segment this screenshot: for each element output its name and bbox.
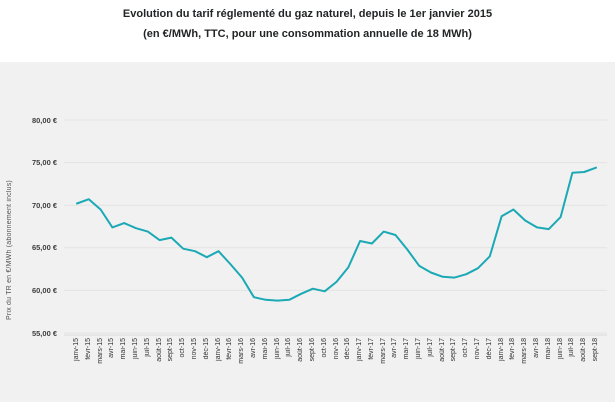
y-tick-label: 80,00 € bbox=[31, 115, 57, 125]
x-tick-label: févr-18 bbox=[509, 338, 517, 360]
x-tick-label: déc-17 bbox=[485, 338, 493, 360]
x-tick-label: août-15 bbox=[155, 338, 163, 362]
x-tick-label: févr-15 bbox=[84, 338, 92, 360]
x-tick-label: juil-17 bbox=[426, 338, 434, 357]
x-tick-label: oct-15 bbox=[179, 338, 187, 358]
chart-title-line2: (en €/MWh, TTC, pour une consommation an… bbox=[143, 28, 472, 40]
x-tick-label: nov-17 bbox=[474, 338, 482, 360]
x-tick-label: déc-15 bbox=[202, 338, 210, 360]
x-tick-label: mars-17 bbox=[379, 338, 387, 364]
x-tick-label: avr-17 bbox=[391, 338, 399, 358]
x-tick-label: mai-18 bbox=[544, 338, 552, 360]
x-tick-label: janv-18 bbox=[497, 338, 505, 361]
x-tick-label: sept-16 bbox=[308, 338, 316, 362]
x-tick-label: nov-15 bbox=[190, 338, 198, 360]
x-tick-label: juin-17 bbox=[415, 338, 423, 360]
x-tick-label: mai-16 bbox=[261, 338, 269, 360]
y-tick-label: 60,00 € bbox=[31, 285, 57, 295]
x-tick-label: oct-16 bbox=[320, 338, 328, 358]
y-tick-label: 70,00 € bbox=[31, 200, 57, 210]
x-tick-label: avr-18 bbox=[533, 338, 541, 358]
x-tick-label: août-17 bbox=[438, 338, 446, 362]
x-tick-label: juin-18 bbox=[556, 338, 564, 360]
x-tick-label: janv-16 bbox=[214, 338, 222, 361]
x-tick-label: janv-15 bbox=[73, 338, 80, 361]
x-tick-label: sept-17 bbox=[450, 338, 458, 362]
x-tick-label: sept-15 bbox=[167, 338, 175, 362]
x-tick-label: août-18 bbox=[580, 338, 588, 362]
y-tick-label: 65,00 € bbox=[31, 243, 57, 253]
x-tick-label: juil-16 bbox=[285, 338, 293, 357]
x-tick-label: juin-15 bbox=[131, 338, 139, 360]
chart-title-line1: Evolution du tarif réglementé du gaz nat… bbox=[122, 8, 493, 20]
x-tick-label: févr-16 bbox=[226, 338, 234, 360]
x-tick-label: janv-17 bbox=[356, 338, 364, 361]
chart-title: Evolution du tarif réglementé du gaz nat… bbox=[0, 4, 615, 44]
x-tick-label: mai-17 bbox=[403, 338, 411, 360]
x-tick-label: oct-17 bbox=[462, 338, 470, 358]
x-tick-label: avr-15 bbox=[108, 338, 116, 358]
x-tick-label: mai-15 bbox=[120, 338, 128, 360]
x-tick-label: juil-18 bbox=[568, 338, 576, 357]
chart-panel: Prix du TR en €/MWh (abonnement inclus) … bbox=[0, 62, 615, 402]
x-tick-label: déc-16 bbox=[344, 338, 352, 360]
y-tick-label: 55,00 € bbox=[31, 328, 57, 338]
x-tick-label: août-16 bbox=[297, 338, 305, 362]
x-tick-label: juil-15 bbox=[143, 338, 151, 357]
line-chart-plot bbox=[64, 119, 607, 336]
x-tick-label: févr-17 bbox=[367, 338, 375, 360]
x-tick-label: mars-18 bbox=[521, 338, 529, 364]
x-tick-label: juin-16 bbox=[273, 338, 281, 360]
x-tick-label: mars-16 bbox=[238, 338, 246, 364]
price-line bbox=[76, 166, 597, 302]
y-tick-label: 75,00 € bbox=[31, 158, 57, 168]
x-tick-label: nov-16 bbox=[332, 338, 340, 360]
x-tick-label: mars-15 bbox=[96, 338, 104, 364]
x-tick-label: avr-16 bbox=[249, 338, 257, 358]
x-tick-label: sept-18 bbox=[592, 338, 599, 362]
